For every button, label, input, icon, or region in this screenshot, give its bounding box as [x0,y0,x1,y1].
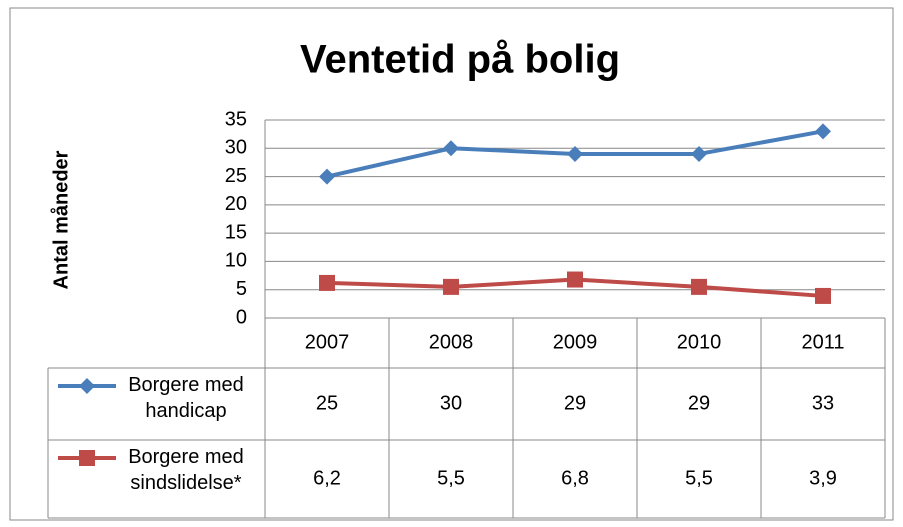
table-value: 29 [688,392,710,414]
y-tick-label: 30 [225,137,247,159]
legend-marker [79,378,95,394]
x-tick-label: 2010 [677,331,722,353]
data-point [815,287,831,304]
table-value: 5,5 [685,467,713,489]
y-axis-label: Antal måneder [49,150,72,289]
x-tick-label: 2008 [429,331,474,353]
data-point [319,168,335,185]
y-tick-label: 5 [236,278,247,300]
data-point [815,123,831,140]
x-tick-label: 2007 [305,331,350,353]
y-tick-label: 15 [225,221,247,243]
y-tick-label: 35 [225,108,247,130]
table-value: 33 [812,392,834,414]
legend-text: Borgere med handicap [128,374,244,422]
legend-label: Borgere med sindslidelse* [128,446,244,494]
legend-text: Borgere med sindslidelse* [128,446,244,494]
data-point [691,278,707,295]
legend-label: Borgere med handicap [128,374,244,422]
table-value: 25 [316,392,338,414]
data-point [319,274,335,291]
data-point [567,145,583,162]
table-value: 5,5 [437,467,465,489]
table-value: 30 [440,392,462,414]
table-value: 6,2 [313,467,341,489]
data-point [691,145,707,162]
chart-title: Ventetid på bolig [300,38,620,82]
x-tick-label: 2009 [553,331,598,353]
legend-marker [79,450,95,466]
x-tick-label: 2011 [801,331,844,353]
data-point [567,271,583,288]
table-value: 3,9 [809,467,837,489]
table-value: 6,8 [561,467,589,489]
data-point [443,140,459,157]
table-value: 29 [564,392,586,414]
y-tick-label: 0 [236,306,247,328]
data-point [443,278,459,295]
chart-border [9,7,894,521]
y-tick-label: 10 [225,250,247,272]
y-tick-label: 25 [225,165,247,187]
y-tick-label: 20 [225,193,247,215]
